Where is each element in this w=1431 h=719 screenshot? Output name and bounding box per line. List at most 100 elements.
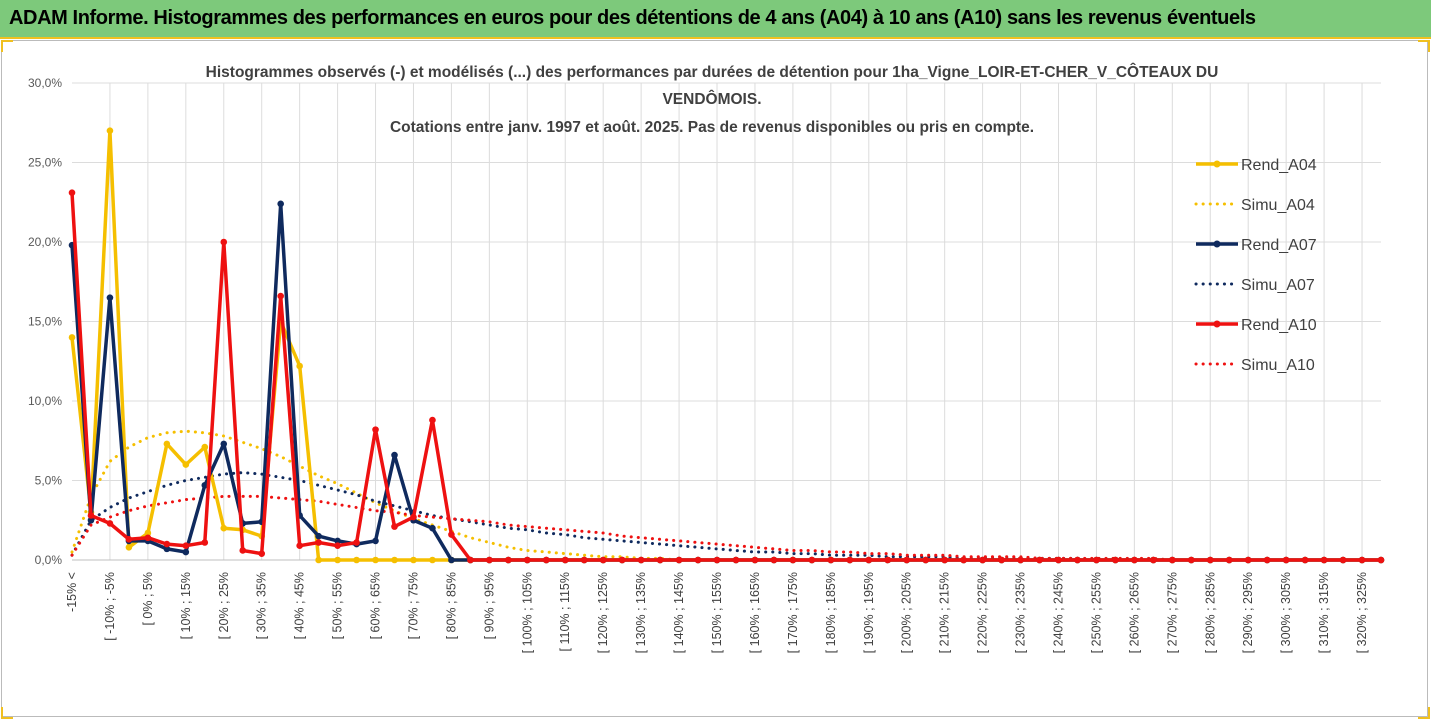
data-point-rend_a04 <box>182 461 190 468</box>
data-point-rend_a04 <box>68 334 76 341</box>
data-point-rend_a10 <box>163 540 171 548</box>
legend-label-simu_a10: Simu_A10 <box>1241 357 1315 374</box>
data-point-rend_a10 <box>1263 556 1271 564</box>
x-tick-label: [ 270% ; 275% <box>1165 572 1179 653</box>
data-point-rend_a10 <box>1339 556 1347 564</box>
data-point-rend_a07 <box>106 294 114 301</box>
data-point-rend_a10 <box>1131 556 1138 564</box>
data-point-rend_a10 <box>505 556 512 564</box>
data-point-rend_a10 <box>694 556 702 564</box>
data-point-rend_a10 <box>486 556 493 564</box>
data-point-rend_a07 <box>182 548 190 556</box>
corner-bottom-left-decoration <box>1 707 13 719</box>
legend-marker-rend_a10 <box>1213 320 1221 328</box>
x-tick-label: [ 70% ; 75% <box>406 572 420 639</box>
data-point-rend_a10 <box>1150 556 1157 564</box>
x-tick-label: [ 0% ; 5% <box>141 572 155 626</box>
x-tick-label: [ 80% ; 85% <box>444 572 458 639</box>
data-point-rend_a10 <box>960 556 967 564</box>
data-point-rend_a10 <box>580 556 588 564</box>
data-point-rend_a10 <box>429 416 436 424</box>
data-point-rend_a07 <box>391 451 398 459</box>
legend: Rend_A04 Simu_A04 Rend_A07 Simu_A07 Rend_A10… <box>1194 157 1317 374</box>
data-point-rend_a10 <box>561 556 569 564</box>
data-point-rend_a10 <box>1301 556 1309 564</box>
data-point-rend_a04 <box>201 443 209 451</box>
data-point-rend_a07 <box>87 516 95 524</box>
data-point-rend_a10 <box>1206 556 1214 564</box>
x-tick-label: [ 240% ; 245% <box>1051 572 1065 653</box>
x-tick-label: [ 110% ; 115% <box>558 572 572 651</box>
data-point-rend_a07 <box>334 537 341 545</box>
data-point-rend_a10 <box>410 513 417 521</box>
x-tick-label: [ 260% ; 265% <box>1127 572 1141 653</box>
data-point-rend_a10 <box>1187 556 1195 564</box>
data-point-rend_a10 <box>656 556 664 564</box>
data-point-rend_a10 <box>998 556 1005 564</box>
data-point-rend_a10 <box>315 539 322 546</box>
data-point-rend_a10 <box>846 556 854 564</box>
data-point-rend_a10 <box>542 556 550 564</box>
data-point-rend_a10 <box>144 534 152 542</box>
x-tick-label: [ 210% ; 215% <box>938 572 952 653</box>
data-point-rend_a10 <box>296 542 303 549</box>
x-tick-label: -15% < <box>65 572 79 612</box>
x-tick-label: [ 200% ; 205% <box>900 572 914 653</box>
series-line-rend_a07 <box>70 202 1381 562</box>
series-line-rend_a04 <box>70 128 1381 562</box>
x-tick-label: [ 150% ; 155% <box>710 572 724 653</box>
x-tick-label: [ 230% ; 235% <box>1014 572 1028 653</box>
data-point-rend_a10 <box>599 556 607 564</box>
data-point-rend_a10 <box>334 542 341 549</box>
data-point-rend_a10 <box>182 542 190 549</box>
corner-bottom-right-decoration <box>1418 707 1430 719</box>
data-point-rend_a10 <box>808 556 816 564</box>
data-point-rend_a10 <box>1112 556 1119 564</box>
data-point-rend_a10 <box>884 556 892 564</box>
corner-top-right-decoration <box>1418 40 1430 52</box>
data-point-rend_a07 <box>429 524 436 532</box>
chart-title: Histogrammes observés (-) et modélisés (… <box>206 63 1219 136</box>
data-point-rend_a10 <box>201 539 209 546</box>
data-point-rend_a10 <box>125 536 133 543</box>
x-tick-label: [ -10% ; -5% <box>103 572 117 641</box>
data-point-rend_a07 <box>201 481 209 489</box>
legend-marker-rend_a04 <box>1213 160 1221 168</box>
x-tick-label: [ 320% ; 325% <box>1355 572 1369 653</box>
legend-label-rend_a04: Rend_A04 <box>1241 157 1317 174</box>
x-tick-label: [ 140% ; 145% <box>672 572 686 653</box>
data-point-rend_a10 <box>1017 556 1024 564</box>
data-point-rend_a10 <box>618 556 626 564</box>
x-tick-label: [ 160% ; 165% <box>748 572 762 653</box>
data-point-rend_a10 <box>675 556 683 564</box>
series-layer <box>68 127 1385 564</box>
x-tick-label: [ 60% ; 65% <box>369 572 383 639</box>
banner: ADAM Informe. Histogrammes des performan… <box>0 0 1431 39</box>
data-point-rend_a10 <box>1036 556 1043 564</box>
data-point-rend_a04 <box>163 440 171 448</box>
data-point-rend_a07 <box>163 545 171 553</box>
data-point-rend_a10 <box>865 556 873 564</box>
data-point-rend_a04 <box>410 556 417 564</box>
y-tick-label: 5,0% <box>35 474 63 488</box>
data-point-rend_a10 <box>353 539 360 546</box>
data-point-rend_a04 <box>296 362 303 370</box>
x-tick-label: [ 180% ; 185% <box>824 572 838 653</box>
data-point-rend_a10 <box>1358 556 1366 564</box>
legend-label-rend_a07: Rend_A07 <box>1241 237 1317 254</box>
data-point-rend_a07 <box>372 537 379 545</box>
data-point-rend_a10 <box>1055 556 1062 564</box>
y-tick-label: 30,0% <box>28 76 62 90</box>
data-point-rend_a10 <box>220 238 228 246</box>
x-tick-label: [ 310% ; 315% <box>1317 572 1331 653</box>
data-point-rend_a10 <box>239 547 247 554</box>
series-line-rend_a10 <box>70 192 1381 562</box>
data-point-rend_a10 <box>1093 556 1100 564</box>
data-point-rend_a04 <box>144 529 152 537</box>
data-point-rend_a10 <box>1377 556 1385 564</box>
data-point-rend_a07 <box>220 440 228 448</box>
data-point-rend_a10 <box>827 556 835 564</box>
data-point-rend_a10 <box>258 550 266 557</box>
chart-title-line-2: VENDÔMOIS. <box>662 90 761 108</box>
